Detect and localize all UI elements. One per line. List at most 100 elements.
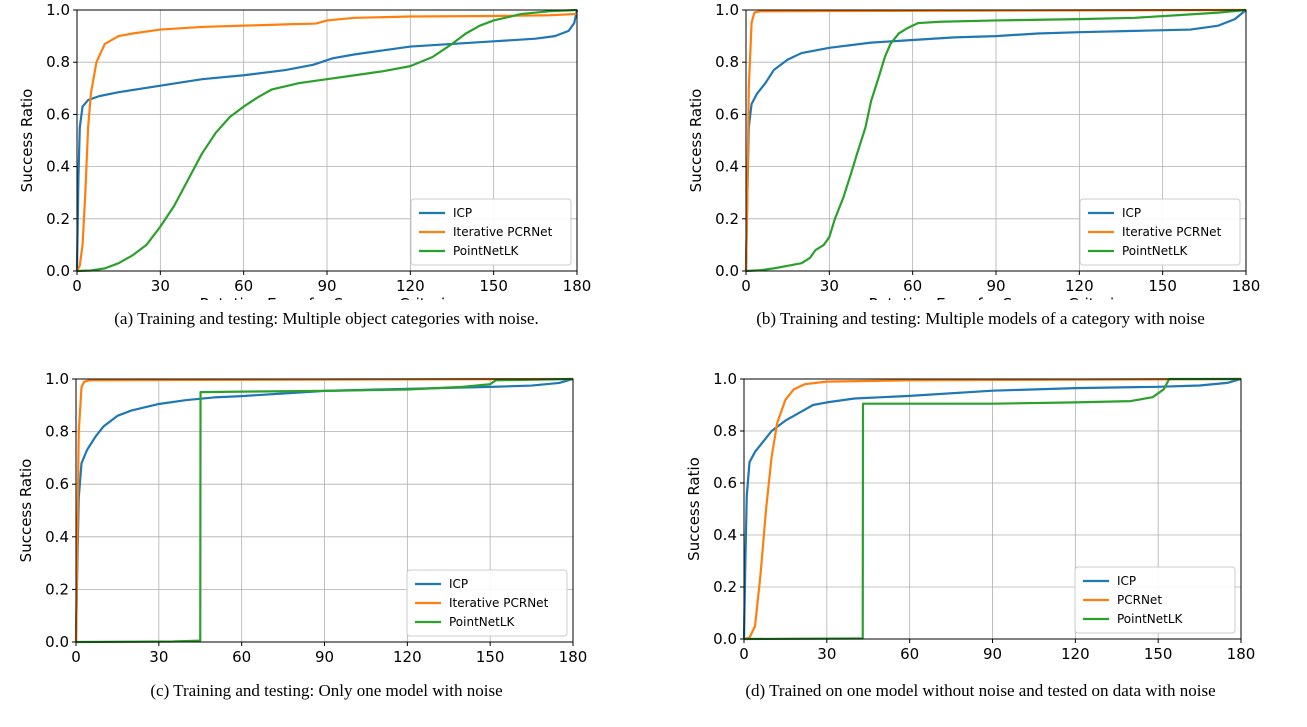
x-tick-label: 180 <box>559 648 588 664</box>
line-chart-c: 03060901201501800.00.20.40.60.81.0Rotati… <box>17 370 588 664</box>
series-line-pointnetlk <box>75 377 574 644</box>
legend-entry: Iterative PCRNet <box>449 596 549 610</box>
x-tick-label: 30 <box>149 648 168 664</box>
legend-box <box>406 569 568 637</box>
y-tick-label: 0.8 <box>45 423 69 441</box>
legend-box <box>1079 198 1241 266</box>
y-tick-label: 1.0 <box>713 370 737 388</box>
x-tick-label: 60 <box>232 648 251 664</box>
legend-entry: ICP <box>449 577 468 591</box>
x-tick-label: 120 <box>1065 277 1094 295</box>
series-line-pointnetlk <box>743 377 1241 641</box>
y-tick-label: 1.0 <box>46 1 70 19</box>
line-chart-d: 0 30 60 90 120 150 180 0.0 0.2 0.4 0.6 0.8 1.0 Rotati… <box>685 370 1256 664</box>
y-tick-label: 0.4 <box>46 158 70 176</box>
x-tick-label: 30 <box>817 645 836 663</box>
chart-panel-a: 0 30 60 90 120 150 180 0.0 0.2 0.4 0.6 0.8 1.0 Rotati… <box>0 0 653 363</box>
series-line-pointnetlk <box>76 8 578 273</box>
legend-b: ICP Iterative PCRNet PointNetLK <box>1079 198 1241 266</box>
line-chart-a: 0 30 60 90 120 150 180 0.0 0.2 0.4 0.6 0.8 1.0 Rotati… <box>18 1 592 300</box>
x-tick-label: 180 <box>1227 645 1256 663</box>
chart-panel-b: 0 30 60 90 120 150 180 0.0 0.2 0.4 0.6 0.8 1.0 Rotati… <box>654 0 1307 363</box>
y-tick-label: 0.0 <box>713 630 737 648</box>
series-line-iterative-pcrnet <box>744 8 1247 272</box>
y-tick-label: 0.0 <box>46 262 70 280</box>
x-tick-label: 0 <box>741 277 751 295</box>
chart-panel-d: 0 30 60 90 120 150 180 0.0 0.2 0.4 0.6 0.8 1.0 Rotati… <box>654 364 1307 727</box>
legend-entry: PointNetLK <box>449 615 516 629</box>
series-line-iterative-pcrnet <box>76 12 578 272</box>
y-axis-label: Success Ratio <box>687 89 705 193</box>
chart-panel-c: 03060901201501800.00.20.40.60.81.0Rotati… <box>0 364 653 727</box>
grid-c <box>75 378 574 643</box>
legend-entry: PointNetLK <box>453 244 520 258</box>
legend-a: ICP Iterative PCRNet PointNetLK <box>410 198 572 266</box>
x-axis-label: Rotation Error for Success Criteria <box>200 295 455 300</box>
x-tick-label: 0 <box>72 277 82 295</box>
legend-entry: ICP <box>1122 206 1141 220</box>
x-axis-label: Rotation Error for Success Criteria <box>865 663 1120 664</box>
x-tick-label: 90 <box>983 645 1002 663</box>
x-axis-label: Rotation Error for Success Criteria <box>869 295 1124 300</box>
x-tick-label: 120 <box>393 648 422 664</box>
x-tick-label: 90 <box>315 648 334 664</box>
line-chart-b: 0 30 60 90 120 150 180 0.0 0.2 0.4 0.6 0.8 1.0 Rotati… <box>687 1 1261 300</box>
x-tick-label: 60 <box>900 645 919 663</box>
y-tick-label: 0.6 <box>46 105 70 123</box>
legend-entry: PointNetLK <box>1117 612 1184 626</box>
y-tick-label: 0.6 <box>713 474 737 492</box>
legend-entry: PointNetLK <box>1122 244 1189 258</box>
x-tick-label: 0 <box>71 648 81 664</box>
series-line-icp <box>74 377 574 643</box>
y-tick-label: 0.4 <box>45 528 69 546</box>
y-tick-label: 0.0 <box>715 262 739 280</box>
legend-c: ICP Iterative PCRNet PointNetLK <box>406 569 568 637</box>
y-tick-label: 0.4 <box>715 158 739 176</box>
x-tick-label: 60 <box>234 277 253 295</box>
x-tick-label: 90 <box>986 277 1005 295</box>
series-line-icp <box>744 9 1247 272</box>
series-line-icp <box>75 9 579 272</box>
legend-entry: Iterative PCRNet <box>1122 225 1222 239</box>
x-tick-label: 30 <box>151 277 170 295</box>
y-tick-label: 0.2 <box>715 210 739 228</box>
legend-entry: ICP <box>1117 574 1136 588</box>
y-tick-label: 0.6 <box>45 475 69 493</box>
y-tick-label: 0.6 <box>715 105 739 123</box>
series-line-pcrnet <box>743 377 1242 641</box>
x-tick-label: 150 <box>476 648 505 664</box>
caption-a: (a) Training and testing: Multiple objec… <box>114 309 539 328</box>
y-tick-label: 0.8 <box>715 53 739 71</box>
y-tick-label: 1.0 <box>715 1 739 19</box>
y-axis-label: Success Ratio <box>685 457 703 561</box>
x-tick-label: 180 <box>563 277 592 295</box>
y-tick-label: 0.2 <box>713 578 737 596</box>
y-axis-label: Success Ratio <box>18 89 36 193</box>
y-tick-label: 0.8 <box>713 422 737 440</box>
caption-d: (d) Trained on one model without noise a… <box>745 681 1216 700</box>
x-tick-label: 150 <box>479 277 508 295</box>
y-tick-label: 0.8 <box>46 53 70 71</box>
series-line-iterative-pcrnet <box>74 377 574 643</box>
legend-entry: PCRNet <box>1117 593 1162 607</box>
x-tick-label: 150 <box>1148 277 1177 295</box>
legend-box <box>410 198 572 266</box>
x-tick-label: 120 <box>1061 645 1090 663</box>
legend-d: ICP PCRNet PointNetLK <box>1074 566 1236 634</box>
caption-b: (b) Training and testing: Multiple model… <box>756 309 1205 328</box>
legend-entry: ICP <box>453 206 472 220</box>
series-line-pointnetlk <box>745 8 1247 273</box>
y-tick-label: 0.4 <box>713 526 737 544</box>
y-tick-label: 0.2 <box>45 580 69 598</box>
x-tick-label: 0 <box>739 645 749 663</box>
legend-entry: Iterative PCRNet <box>453 225 553 239</box>
x-tick-label: 30 <box>820 277 839 295</box>
x-tick-label: 180 <box>1232 277 1261 295</box>
y-tick-label: 0.0 <box>45 633 69 651</box>
y-tick-label: 0.2 <box>46 210 70 228</box>
caption-c: (c) Training and testing: Only one model… <box>150 681 503 700</box>
x-tick-label: 90 <box>317 277 336 295</box>
legend-box <box>1074 566 1236 634</box>
y-axis-label: Success Ratio <box>17 459 35 563</box>
series-line-icp <box>742 377 1242 640</box>
